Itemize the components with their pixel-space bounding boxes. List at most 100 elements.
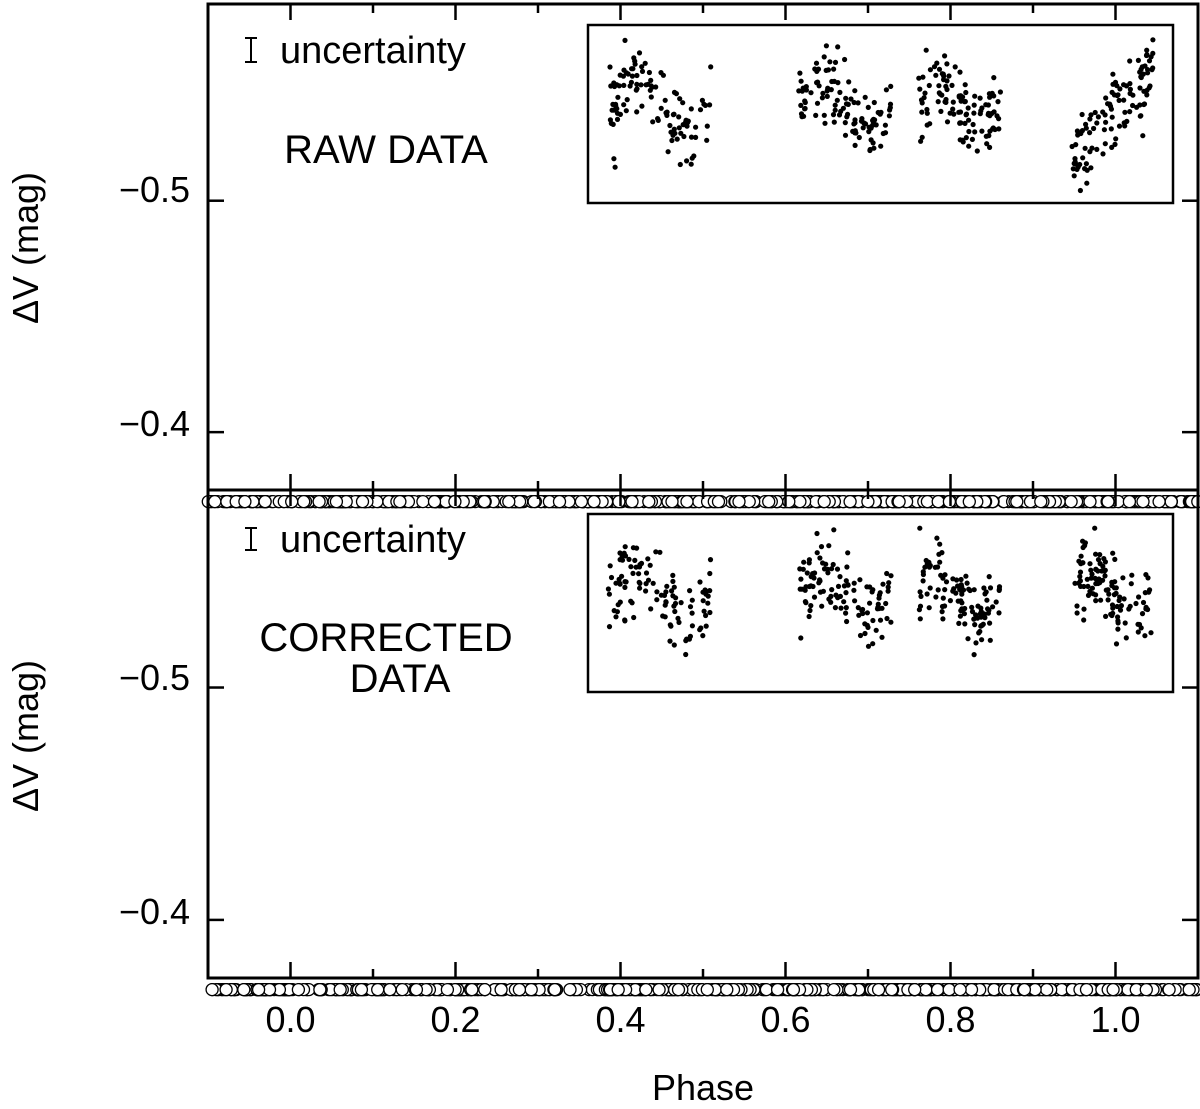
inset-data-point (860, 610, 866, 617)
inset-data-point (843, 590, 849, 596)
data-point (642, 494, 656, 509)
inset-data-point (917, 589, 923, 595)
inset-data-point (995, 99, 1001, 105)
inset-data-point (970, 121, 976, 128)
inset-data-point (871, 99, 877, 106)
inset-data-point (920, 578, 926, 584)
inset-data-point (838, 605, 844, 611)
inset-data-point (1085, 592, 1092, 599)
inset-data-point (1083, 125, 1089, 131)
inset-data-point (1127, 603, 1133, 609)
data-point (665, 494, 679, 509)
inset-data-point (886, 580, 892, 586)
data-point (1106, 982, 1120, 997)
inset-data-point (861, 120, 867, 126)
x-tick-label: 0.4 (595, 999, 645, 1040)
inset-data-point (855, 100, 861, 106)
inset-data-point (959, 608, 965, 614)
inset-data-point (882, 122, 889, 128)
inset-data-point (969, 609, 976, 615)
inset-data-point (879, 605, 885, 611)
inset-data-point (1110, 605, 1116, 611)
inset-data-point (987, 637, 993, 643)
data-point (931, 494, 945, 509)
inset-data-point (676, 619, 682, 626)
inset-data-point (920, 74, 926, 80)
inset-data-point (662, 97, 668, 103)
inset-data-point (629, 600, 635, 606)
inset-data-point (926, 564, 933, 570)
data-point (383, 982, 397, 997)
inset-data-point (862, 94, 868, 100)
inset-data-point (653, 549, 659, 555)
inset-data-point (977, 111, 983, 117)
data-point (465, 982, 479, 997)
inset-data-point (837, 574, 843, 580)
inset-data-point (1120, 575, 1126, 581)
inset-data-point (963, 112, 969, 118)
inset-data-point (856, 134, 862, 141)
inset-data-point (817, 578, 823, 584)
inset-data-point (1087, 561, 1093, 567)
inset-data-point (926, 82, 932, 89)
panel-bottom-ticks (206, 490, 1200, 978)
inset-data-point (798, 576, 804, 582)
inset-data-point (1088, 567, 1094, 573)
inset-data-point (923, 47, 929, 53)
inset-data-point (828, 87, 834, 93)
inset-data-point (1138, 66, 1144, 72)
inset-data-point (1074, 603, 1080, 609)
data-point (333, 982, 347, 997)
inset-data-point (963, 89, 969, 96)
inset-data-point (878, 109, 884, 115)
inset-data-point (705, 600, 711, 606)
inset-data-point (884, 570, 890, 577)
inset-data-point (1100, 151, 1106, 157)
data-point (313, 982, 327, 997)
panel-bottom-ylabel: ΔV (mag) (5, 660, 46, 812)
inset-data-point (1094, 576, 1100, 583)
inset-data-point (958, 93, 964, 99)
inset-data-point (935, 99, 941, 105)
panel-top-points (201, 494, 1200, 509)
inset-data-point (1110, 71, 1116, 77)
x-tick-label: 0.6 (760, 999, 810, 1040)
inset-data-point (817, 555, 823, 561)
inset-data-point (617, 557, 623, 563)
inset-data-point (654, 597, 660, 603)
inset-data-point (962, 99, 968, 105)
inset-data-point (669, 588, 675, 594)
inset-data-point (852, 142, 858, 148)
inset-data-point (845, 550, 851, 556)
inset-data-point (629, 73, 636, 79)
inset-data-point (689, 623, 696, 629)
inset-data-point (880, 581, 886, 587)
inset-data-point (687, 588, 693, 594)
inset-data-point (1078, 583, 1084, 590)
inset-data-point (862, 630, 868, 637)
inset-data-point (609, 107, 615, 113)
inset-data-point (621, 82, 627, 88)
inset-data-point (697, 627, 703, 633)
inset-data-point (1092, 109, 1098, 116)
inset-data-point (927, 585, 933, 591)
x-tick-labels: 0.0 0.2 0.4 0.6 0.8 1.0 (265, 999, 1140, 1040)
inset-data-point (648, 77, 654, 83)
inset-data-point (939, 603, 946, 610)
inset-data-point (1109, 144, 1115, 150)
inset-data-point (636, 571, 642, 577)
inset-data-point (615, 94, 621, 100)
inset-data-point (1115, 92, 1121, 98)
inset-data-point (1095, 114, 1101, 120)
inset-data-point (984, 141, 990, 147)
inset-data-point (962, 82, 968, 88)
x-tick-label: 0.2 (430, 999, 480, 1040)
inset-data-point (922, 90, 928, 96)
inset-data-point (1087, 130, 1093, 136)
inset-data-point (1114, 603, 1120, 610)
inset-data-point (808, 603, 814, 609)
inset-data-point (684, 636, 690, 642)
inset-data-point (642, 60, 648, 66)
panel-top-ticks (206, 4, 1200, 490)
